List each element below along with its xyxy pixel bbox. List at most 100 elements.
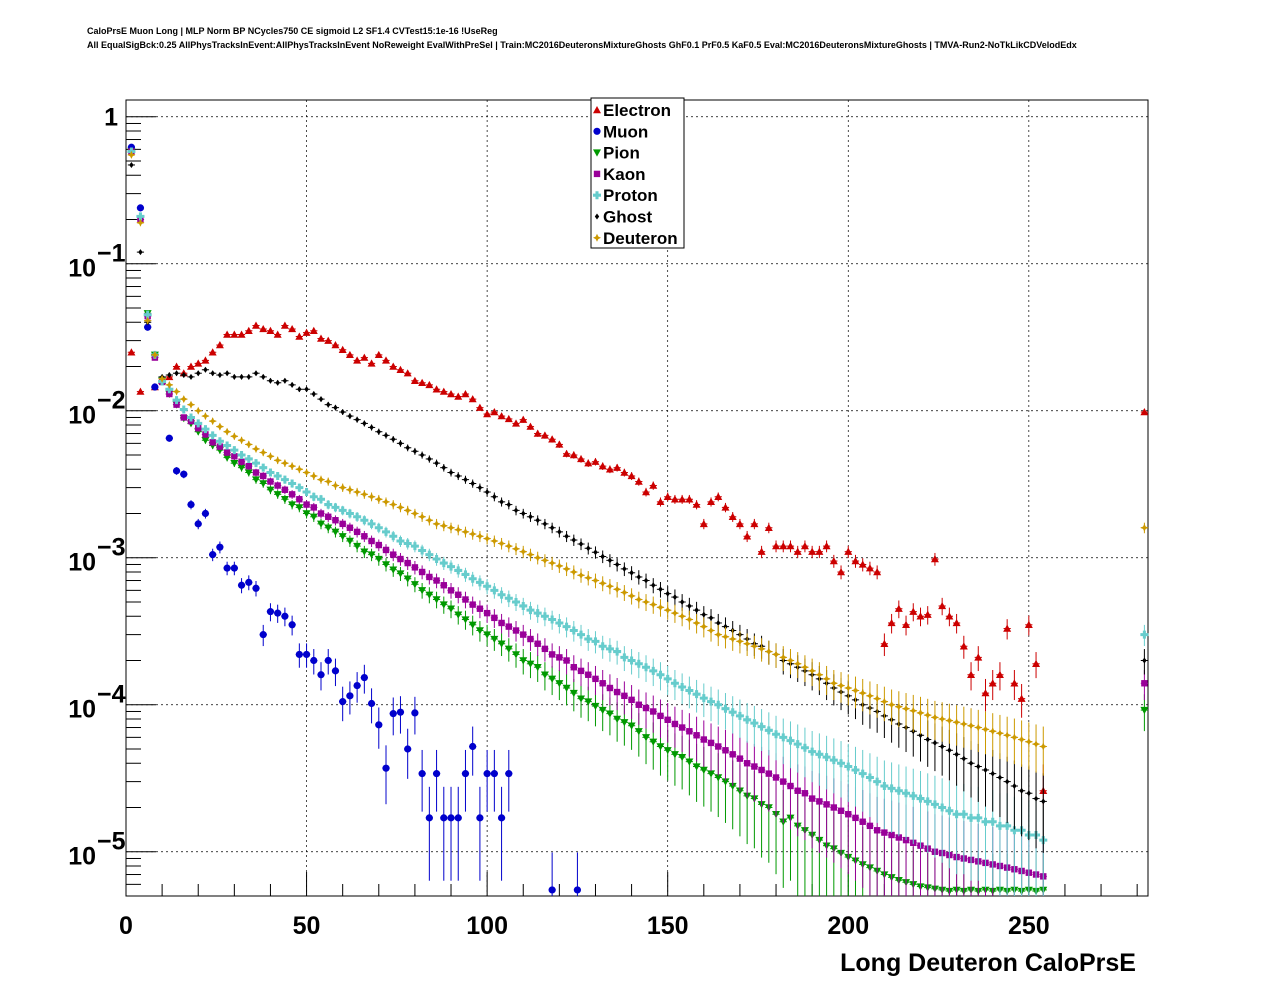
point-proton bbox=[179, 405, 188, 414]
point-pion bbox=[605, 710, 614, 718]
point-electron bbox=[959, 642, 968, 650]
point-ghost bbox=[571, 537, 577, 544]
y-tick-exponent: −5 bbox=[97, 828, 126, 856]
point-pion bbox=[620, 719, 629, 727]
point-kaon bbox=[534, 640, 541, 647]
point-electron bbox=[1017, 694, 1026, 702]
point-deuteron bbox=[504, 542, 513, 551]
point-electron bbox=[1024, 620, 1033, 628]
point-deuteron bbox=[930, 713, 939, 722]
point-proton bbox=[324, 500, 333, 509]
point-electron bbox=[295, 332, 304, 340]
point-proton bbox=[548, 615, 557, 624]
point-pion bbox=[273, 491, 282, 499]
point-kaon bbox=[353, 528, 361, 536]
legend-label-muon: Muon bbox=[603, 122, 648, 141]
point-kaon bbox=[585, 671, 592, 678]
point-electron bbox=[367, 359, 376, 367]
point-muon bbox=[396, 708, 405, 716]
legend-marker-muon bbox=[593, 127, 601, 135]
point-proton bbox=[468, 574, 477, 583]
point-ghost bbox=[976, 763, 981, 770]
point-deuteron bbox=[468, 530, 477, 538]
point-deuteron bbox=[208, 417, 217, 426]
point-electron bbox=[215, 341, 224, 349]
point-pion bbox=[230, 459, 239, 468]
point-electron bbox=[519, 415, 528, 423]
point-electron bbox=[237, 330, 246, 338]
point-muon bbox=[295, 650, 303, 659]
point-deuteron bbox=[360, 490, 369, 499]
point-electron bbox=[252, 321, 261, 329]
point-pion bbox=[598, 706, 607, 715]
point-electron bbox=[548, 435, 557, 443]
point-proton bbox=[533, 609, 542, 618]
point-pion bbox=[512, 651, 521, 659]
point-kaon bbox=[548, 651, 556, 658]
point-kaon bbox=[895, 834, 903, 841]
point-electron bbox=[851, 557, 860, 565]
point-proton bbox=[909, 791, 918, 800]
point-deuteron bbox=[728, 635, 737, 643]
point-proton bbox=[309, 492, 318, 501]
point-deuteron bbox=[822, 674, 831, 683]
point-proton bbox=[887, 784, 896, 793]
point-proton bbox=[338, 506, 347, 515]
point-kaon bbox=[736, 755, 744, 762]
point-deuteron bbox=[613, 585, 622, 594]
y-tick-label: 1 bbox=[104, 104, 118, 132]
point-ghost bbox=[968, 760, 974, 767]
point-proton bbox=[974, 813, 983, 822]
point-pion bbox=[295, 504, 304, 512]
point-deuteron bbox=[374, 495, 383, 504]
point-ghost bbox=[188, 373, 194, 380]
point-pion bbox=[562, 684, 571, 692]
point-pion bbox=[447, 605, 456, 613]
point-proton bbox=[952, 810, 961, 819]
point-deuteron bbox=[591, 576, 600, 585]
point-deuteron bbox=[1140, 523, 1149, 532]
point-proton bbox=[858, 769, 867, 778]
point-proton bbox=[605, 644, 614, 653]
point-proton bbox=[490, 586, 499, 595]
point-deuteron bbox=[1017, 735, 1026, 744]
point-deuteron bbox=[829, 679, 838, 688]
y-tick-label: 10 bbox=[68, 402, 96, 430]
point-muon bbox=[505, 770, 513, 778]
point-electron bbox=[1140, 408, 1149, 416]
series-deuteron bbox=[127, 150, 1149, 776]
point-muon bbox=[310, 656, 318, 665]
point-proton bbox=[714, 700, 723, 709]
point-electron bbox=[815, 547, 824, 555]
point-deuteron bbox=[678, 612, 687, 621]
point-ghost bbox=[636, 573, 642, 580]
point-ghost bbox=[622, 565, 627, 572]
point-electron bbox=[1010, 679, 1019, 687]
point-proton bbox=[540, 612, 549, 621]
point-ghost bbox=[333, 404, 338, 411]
point-proton bbox=[497, 590, 506, 599]
point-ghost bbox=[586, 545, 591, 552]
point-ghost bbox=[391, 436, 396, 443]
point-electron bbox=[562, 449, 571, 457]
point-electron bbox=[136, 387, 145, 395]
point-kaon bbox=[613, 688, 621, 696]
point-electron bbox=[981, 689, 990, 697]
point-electron bbox=[598, 462, 607, 470]
point-pion bbox=[685, 758, 694, 766]
point-electron bbox=[945, 612, 954, 620]
y-tick-label: 10 bbox=[68, 696, 96, 724]
point-electron bbox=[699, 519, 708, 528]
point-electron bbox=[127, 348, 136, 356]
point-electron bbox=[454, 392, 463, 400]
point-deuteron bbox=[894, 702, 903, 711]
point-proton bbox=[244, 454, 253, 463]
point-proton bbox=[916, 794, 925, 803]
point-ghost bbox=[932, 739, 938, 746]
point-pion bbox=[345, 537, 354, 545]
point-kaon bbox=[339, 520, 346, 528]
point-pion bbox=[548, 675, 557, 683]
legend-label-proton: Proton bbox=[603, 186, 658, 205]
point-electron bbox=[187, 362, 196, 370]
point-muon bbox=[259, 631, 267, 639]
